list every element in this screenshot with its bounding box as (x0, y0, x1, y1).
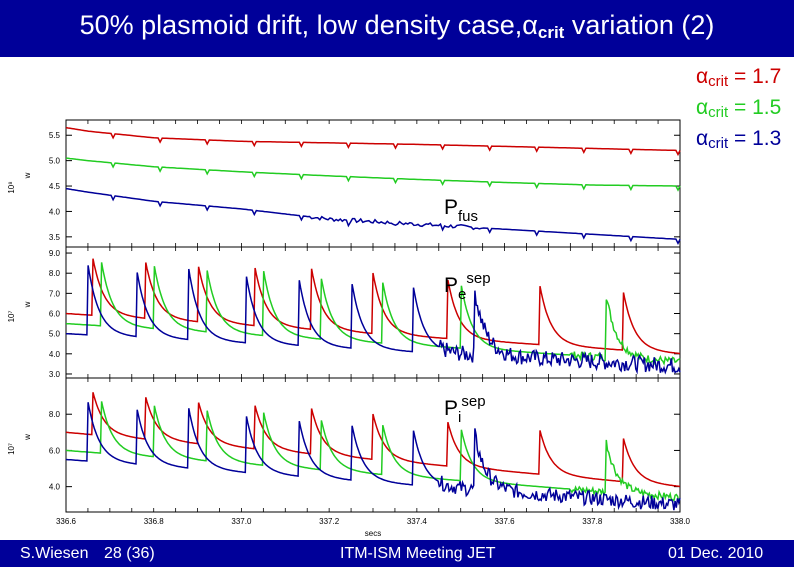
plot-area: 3.5 4.0 4.5 5.0 5.5 10⁸ w 3.0 4.0 5.0 6.0 7.0 8.0 9.0… (7, 119, 691, 538)
legend-alpha: α (696, 96, 709, 119)
title-sub: crit (537, 23, 565, 42)
y-tick-label: 8.0 (49, 410, 61, 419)
legend-text: = 1.7 (728, 65, 782, 88)
y-scale-label: 10⁷ (7, 443, 16, 455)
label-sup: sep (461, 393, 486, 410)
title-alpha: α (522, 10, 538, 40)
series-line (65, 262, 681, 366)
legend-entry-1: αcrit = 1.7 (696, 64, 781, 95)
legend-entry-3: αcrit = 1.3 (696, 126, 781, 157)
series-line (65, 187, 681, 245)
label-sub: fus (458, 208, 479, 225)
x-axis-label: secs (365, 529, 381, 538)
label-base: P (444, 196, 459, 219)
y-tick-label: 8.0 (49, 269, 61, 278)
y-axis-label: w (23, 301, 32, 308)
y-tick-label: 6.0 (49, 446, 61, 455)
title-bar (0, 0, 794, 57)
y-tick-label: 4.5 (49, 182, 61, 191)
legend-sub: crit (708, 135, 729, 152)
series-line (65, 392, 681, 488)
x-tick-label: 337.0 (231, 517, 252, 526)
legend-alpha: α (696, 127, 709, 150)
panel-label-pesep: Pesep (444, 270, 491, 303)
x-tick-label: 337.6 (495, 517, 516, 526)
panel-label-pisep: Pisep (444, 393, 486, 426)
y-tick-label: 6.0 (49, 310, 61, 319)
y-tick-label: 4.0 (49, 207, 61, 216)
x-tick-label: 338.0 (670, 517, 691, 526)
x-tick-label: 336.6 (56, 517, 77, 526)
footer-date: 01 Dec. 2010 (668, 545, 764, 562)
legend-text: = 1.3 (728, 127, 782, 150)
y-tick-label: 3.5 (49, 233, 61, 242)
series-line (65, 157, 681, 192)
legend: αcrit = 1.7 αcrit = 1.5 αcrit = 1.3 (696, 64, 781, 157)
legend-text: = 1.5 (728, 96, 782, 119)
y-tick-label: 7.0 (49, 289, 61, 298)
label-base: P (444, 274, 459, 297)
label-sub: i (458, 409, 462, 426)
y-tick-label: 5.5 (49, 131, 61, 140)
footer: S.Wiesen 28 (36) ITM-ISM Meeting JET 01 … (0, 540, 794, 567)
y-tick-label: 5.0 (49, 330, 61, 339)
x-tick-label: 337.2 (319, 517, 340, 526)
y-axis-label: w (23, 172, 32, 179)
panel-label-pfus: Pfus (444, 196, 478, 225)
label-base: P (444, 397, 459, 420)
series-line (65, 402, 681, 511)
y-tick-label: 9.0 (49, 249, 61, 258)
title-main: 50% plasmoid drift, low density case, (79, 10, 523, 40)
legend-entry-2: αcrit = 1.5 (696, 95, 781, 126)
y-scale-label: 10⁷ (7, 311, 16, 323)
title-tail: variation (2) (564, 10, 715, 40)
label-sup: sep (466, 270, 491, 287)
y-tick-label: 4.0 (49, 483, 61, 492)
footer-author: S.Wiesen (20, 545, 89, 562)
y-scale-label: 10⁸ (7, 181, 16, 193)
x-tick-label: 336.8 (144, 517, 165, 526)
series-line (65, 126, 681, 157)
y-tick-label: 5.0 (49, 157, 61, 166)
series-line (66, 265, 681, 375)
footer-meeting: ITM-ISM Meeting JET (340, 545, 496, 562)
footer-page: 28 (36) (104, 545, 155, 562)
legend-sub: crit (708, 73, 729, 90)
y-tick-label: 4.0 (49, 350, 61, 359)
y-axis-label: w (23, 434, 32, 441)
slide-title: 50% plasmoid drift, low density case,αcr… (0, 10, 794, 43)
label-sub: e (458, 286, 467, 303)
x-tick-label: 337.4 (407, 517, 428, 526)
y-tick-label: 3.0 (49, 370, 61, 379)
legend-sub: crit (708, 104, 729, 121)
x-tick-label: 337.8 (582, 517, 603, 526)
legend-alpha: α (696, 65, 709, 88)
